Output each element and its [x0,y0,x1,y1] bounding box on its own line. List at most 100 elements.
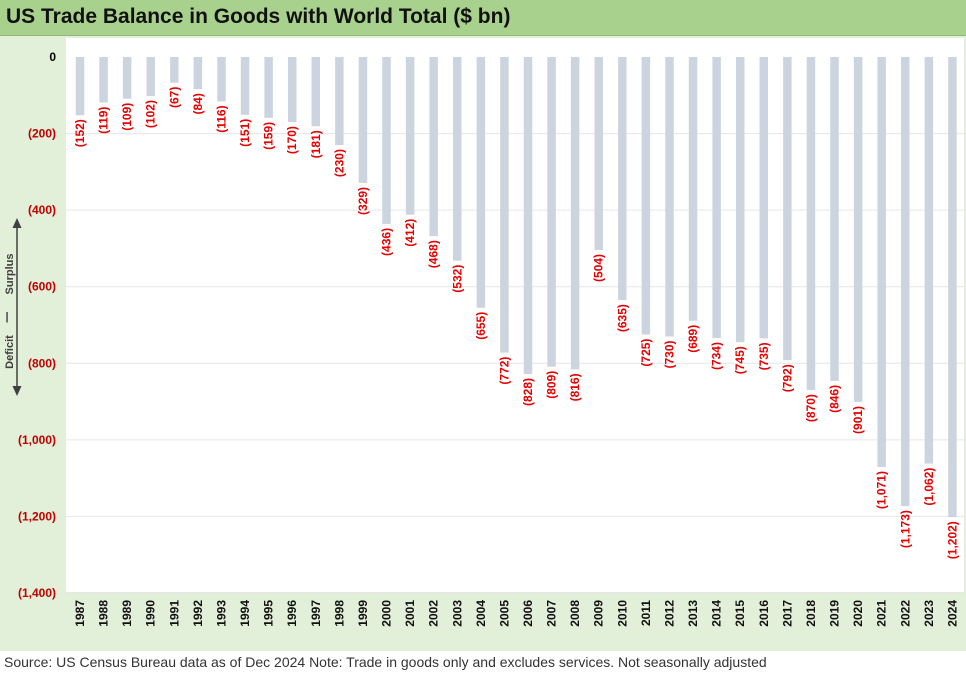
bar [405,57,415,215]
bar [547,57,556,367]
x-tick-label: 1992 [191,600,205,627]
y-axis-ticks: 0 (200) (400) (600) (800) (1,000) (1,200) (1,40… [18,50,56,600]
y-tick-label: 0 [49,50,56,64]
data-label: (1,062) [922,468,936,506]
bar [759,57,769,339]
x-axis-ticks: 1987 1988 1989 1990 1991 1992 1993 1994 1995 1996… [73,600,959,627]
bar [99,57,108,103]
data-label: (809) [545,371,559,399]
bar [240,57,250,115]
data-label: (846) [828,385,842,413]
data-label: (828) [521,378,535,406]
surplus-deficit-annotation: Surplus | Deficit [3,218,22,396]
data-label: (67) [167,87,181,108]
x-tick-label: 2012 [662,600,676,627]
annotation-arrow-up-icon [12,218,22,228]
data-label: (816) [568,373,582,401]
bar [170,57,179,83]
x-tick-label: 2020 [851,600,865,627]
y-tick-label: (400) [28,203,56,217]
data-label: (735) [757,342,771,370]
annotation-deficit: Deficit [4,335,16,369]
x-tick-label: 2009 [592,600,606,627]
data-label: (84) [191,93,205,114]
bar [641,57,651,335]
data-label: (181) [309,130,323,158]
x-tick-label: 2004 [474,600,488,627]
y-tick-label: (200) [28,127,56,141]
x-tick-label: 2019 [828,600,842,627]
data-label: (772) [497,357,511,385]
data-label: (745) [733,346,747,374]
bar [193,57,203,90]
x-tick-label: 2021 [875,600,889,627]
data-label: (116) [214,105,228,132]
chart-title: US Trade Balance in Goods with World Tot… [6,5,511,28]
annotation-surplus: Surplus [4,254,16,295]
bar [712,57,721,339]
x-tick-label: 2014 [710,600,724,627]
bars [75,57,957,518]
bar [853,57,863,402]
data-label: (730) [662,340,676,368]
data-label: (102) [144,100,158,128]
annotation-separator: | [5,311,8,323]
x-tick-label: 1998 [332,600,346,627]
x-tick-label: 2022 [898,600,912,627]
data-label: (792) [780,364,794,392]
x-tick-label: 2003 [450,600,464,627]
data-label: (329) [356,187,370,215]
bar [618,57,627,301]
data-label: (734) [710,342,724,370]
bar [735,57,745,343]
y-tick-label: (1,200) [18,509,56,523]
x-tick-label: 1989 [120,600,134,627]
x-tick-label: 1999 [356,600,370,627]
bar [806,57,816,391]
data-label: (532) [450,265,464,293]
bar [429,57,438,237]
data-label: (230) [332,149,346,177]
bar [948,57,957,518]
bar [264,57,273,118]
bar-chart: 0 (200) (400) (600) (800) (1,000) (1,200) (1,40… [3,50,964,627]
x-tick-label: 2010 [615,600,629,627]
data-label: (468) [427,240,441,268]
bar [665,57,674,337]
x-tick-label: 2000 [380,600,394,627]
x-tick-label: 2016 [757,600,771,627]
x-tick-label: 2017 [780,600,794,627]
x-tick-label: 1993 [214,600,228,627]
x-tick-label: 2006 [521,600,535,627]
x-tick-label: 2008 [568,600,582,627]
data-label: (870) [804,394,818,422]
data-label: (1,173) [898,510,912,548]
data-label: (635) [615,304,629,332]
data-label: (412) [403,219,417,247]
bar [523,57,533,375]
bar [122,57,132,99]
gridlines [66,133,964,594]
bar [453,57,462,261]
bar [500,57,509,353]
data-label: (689) [686,325,700,353]
data-label: (159) [262,122,276,150]
data-label: (655) [474,312,488,340]
data-label: (504) [592,254,606,282]
footer: Source: US Census Bureau data as of Dec … [0,651,966,674]
x-tick-label: 1988 [97,600,111,627]
x-tick-label: 1990 [144,600,158,627]
data-label: (901) [851,406,865,434]
x-tick-label: 2002 [427,600,441,627]
y-tick-label: (800) [28,356,56,370]
bar [783,57,792,361]
x-tick-label: 1987 [73,600,87,627]
annotation-arrow-down-icon [12,386,22,396]
title-band: US Trade Balance in Goods with World Tot… [0,0,966,36]
bar [217,57,226,102]
bar [688,57,698,321]
x-tick-label: 1994 [238,600,252,627]
x-tick-label: 2011 [639,600,653,626]
x-tick-label: 2018 [804,600,818,627]
bar [830,57,839,381]
